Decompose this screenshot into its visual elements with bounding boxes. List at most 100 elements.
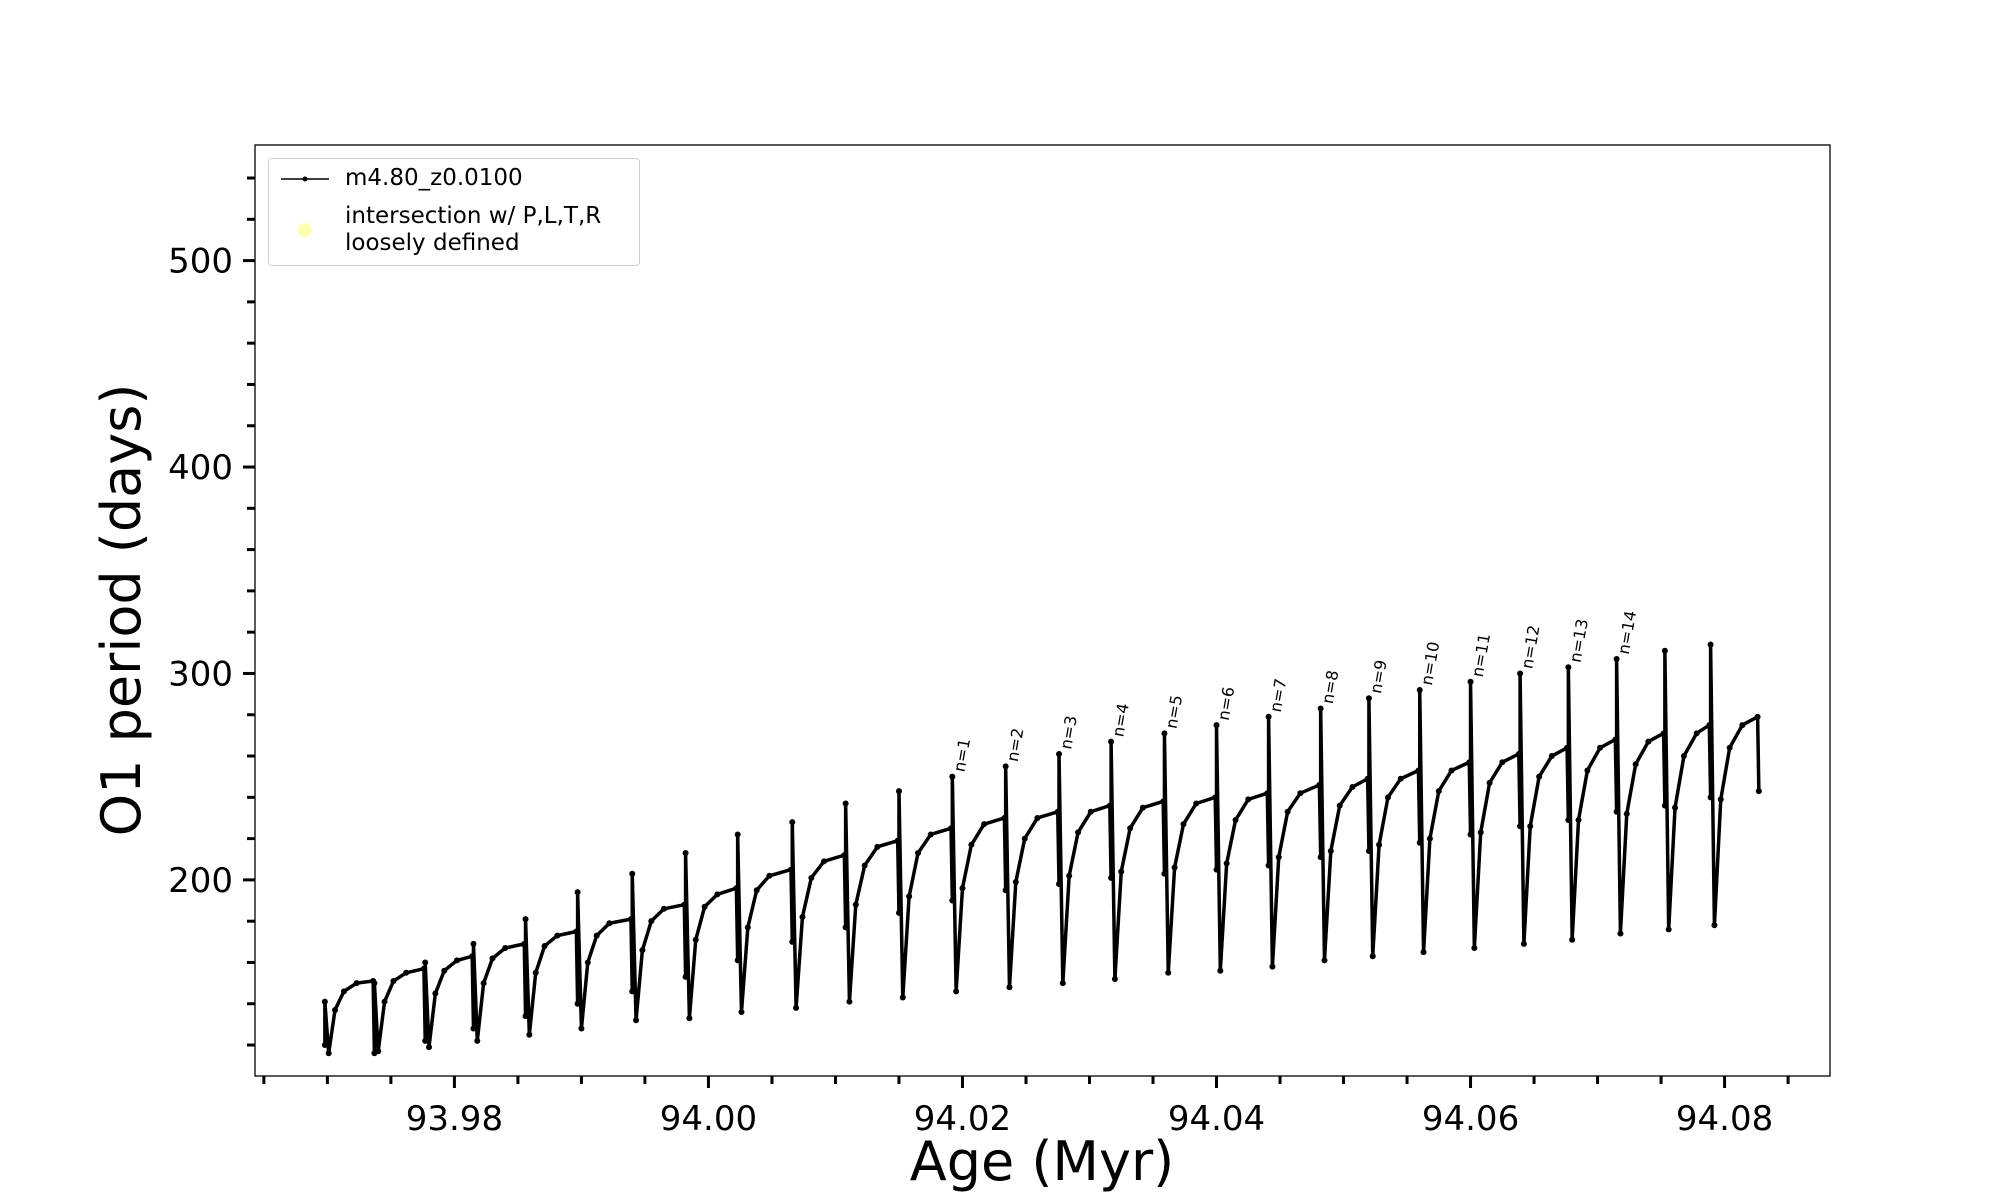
- data-point: [953, 988, 960, 995]
- data-point: [682, 850, 689, 857]
- data-point: [1717, 796, 1724, 803]
- data-point: [1564, 744, 1571, 751]
- annotation: n=7: [1266, 677, 1291, 714]
- data-point: [1415, 767, 1422, 774]
- data-point: [846, 998, 853, 1005]
- data-point: [686, 1015, 693, 1022]
- data-point: [1161, 730, 1168, 737]
- data-point: [906, 893, 913, 900]
- data-point: [842, 924, 849, 931]
- data-point: [321, 1042, 328, 1049]
- data-point: [420, 965, 427, 972]
- data-point: [578, 1025, 585, 1032]
- annotation: n=3: [1056, 714, 1081, 751]
- data-point: [1087, 808, 1094, 815]
- annotation: n=9: [1366, 658, 1391, 695]
- data-point: [733, 885, 740, 892]
- data-point: [474, 1037, 481, 1044]
- data-point: [1284, 808, 1291, 815]
- data-point: [1569, 936, 1576, 943]
- y-axis-label: O1 period (days): [90, 384, 153, 837]
- data-point: [788, 866, 795, 873]
- data-point: [1645, 738, 1652, 745]
- annotation: n=10: [1417, 640, 1443, 687]
- data-point: [353, 980, 360, 987]
- data-point: [899, 994, 906, 1001]
- x-tick-label: 94.00: [660, 1099, 757, 1139]
- data-point: [470, 940, 477, 947]
- data-point: [1213, 866, 1220, 873]
- data-point: [842, 800, 849, 807]
- annotation: n=8: [1318, 669, 1343, 706]
- data-point: [789, 938, 796, 945]
- data-point: [734, 957, 741, 964]
- data-point: [1672, 804, 1679, 811]
- data-point: [949, 773, 956, 780]
- plot-frame: [254, 144, 1831, 1077]
- data-point: [692, 936, 699, 943]
- data-point: [789, 819, 796, 826]
- data-point: [1565, 664, 1572, 671]
- data-point: [1001, 814, 1008, 821]
- data-point: [895, 909, 902, 916]
- data-point: [371, 980, 378, 987]
- data-point: [606, 920, 613, 927]
- data-point: [573, 928, 580, 935]
- data-point: [959, 885, 966, 892]
- data-point: [426, 1044, 433, 1051]
- data-point: [1171, 864, 1178, 871]
- data-point: [340, 988, 347, 995]
- x-tick-label: 93.98: [406, 1099, 503, 1139]
- data-point: [1021, 835, 1028, 842]
- data-point: [422, 959, 429, 966]
- data-point: [1376, 841, 1383, 848]
- annotation: n=11: [1468, 632, 1494, 679]
- data-point: [1118, 868, 1125, 875]
- data-point: [1623, 810, 1630, 817]
- data-point: [1726, 744, 1733, 751]
- data-point: [1680, 753, 1687, 760]
- data-point: [766, 872, 773, 879]
- series-line: [323, 642, 1761, 1056]
- data-point: [1275, 854, 1282, 861]
- data-point: [682, 973, 689, 980]
- annotation: n=5: [1162, 693, 1187, 730]
- data-point: [469, 953, 476, 960]
- data-point: [1486, 779, 1493, 786]
- data-point: [1213, 722, 1220, 729]
- data-point: [1536, 773, 1543, 780]
- data-point: [1739, 722, 1746, 729]
- y-tick-label: 300: [168, 654, 233, 694]
- data-point: [453, 957, 460, 964]
- data-point: [1161, 870, 1168, 877]
- data-point: [480, 980, 487, 987]
- data-point: [470, 1025, 477, 1032]
- data-point: [1265, 713, 1272, 720]
- x-tick-label: 94.06: [1422, 1099, 1519, 1139]
- data-point: [1365, 695, 1372, 702]
- data-point: [793, 1004, 800, 1011]
- data-point: [1264, 790, 1271, 797]
- data-point: [1066, 872, 1073, 879]
- annotation: n=1: [950, 737, 975, 774]
- data-point: [927, 831, 934, 838]
- data-point: [1416, 686, 1423, 693]
- x-axis-label: Age (Myr): [910, 1130, 1175, 1193]
- data-point: [1139, 804, 1146, 811]
- data-point: [1397, 775, 1404, 782]
- data-point: [1477, 829, 1484, 836]
- legend-label: m4.80_z0.0100: [345, 165, 523, 191]
- data-point: [1416, 839, 1423, 846]
- data-point: [1056, 881, 1063, 888]
- data-point: [1617, 930, 1624, 937]
- data-point: [894, 837, 901, 844]
- legend-entry: m4.80_z0.0100: [279, 165, 523, 192]
- data-point: [1754, 713, 1761, 720]
- data-point: [714, 891, 721, 898]
- annotation: n=13: [1566, 617, 1592, 664]
- data-point: [660, 905, 667, 912]
- data-point: [981, 821, 988, 828]
- data-point: [526, 1031, 533, 1038]
- data-point: [1059, 980, 1066, 987]
